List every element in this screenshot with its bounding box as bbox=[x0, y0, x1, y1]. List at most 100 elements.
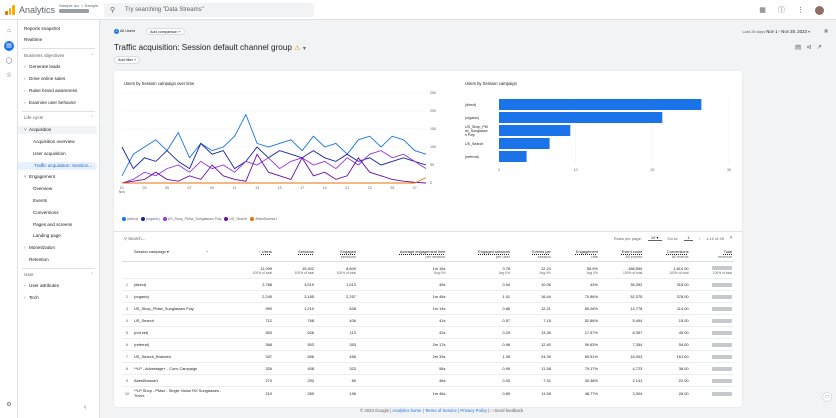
advertising-icon[interactable]: ☉ bbox=[6, 73, 12, 79]
redacted-value bbox=[712, 342, 732, 347]
campaign-name: US_Shop_PMax_Sunglasses Poly bbox=[132, 302, 232, 315]
col-event-count[interactable]: Event count All events bbox=[621, 249, 643, 259]
prev-page-icon[interactable]: ‹ bbox=[698, 235, 700, 241]
col-engaged-sessions[interactable]: Engaged sessions bbox=[340, 249, 356, 259]
col-engaged-sessions-per-user[interactable]: Engaged sessions per user bbox=[478, 249, 511, 259]
col-sessions[interactable]: Sessions bbox=[298, 249, 314, 254]
chat-icon[interactable]: □ bbox=[822, 392, 832, 402]
table-row[interactable]: 6 (referral) 368 503 353 2m 17s 0.96 12.40 59.63… bbox=[122, 338, 734, 351]
col-conversions[interactable]: Conversions All events bbox=[666, 249, 689, 259]
comparison-chip-all-users[interactable]: A All Users bbox=[114, 29, 136, 34]
metric-cell: 0.99 bbox=[447, 362, 513, 375]
metric-cell: 337 bbox=[232, 350, 274, 363]
table-row[interactable]: 2 (organic) 2,245 3,185 2,257 1m 46s 1.01 16.44… bbox=[122, 290, 734, 303]
legend-item[interactable]: (organic) bbox=[140, 217, 160, 221]
col-events-per-session[interactable]: Events per session bbox=[532, 249, 551, 259]
sidebar-item-acquisition-overview[interactable]: Acquisition overview bbox=[33, 139, 75, 144]
insights-icon[interactable]: ↗ bbox=[816, 44, 822, 51]
legend-item[interactable]: US_Search bbox=[224, 217, 247, 221]
x-tick-label: 19 bbox=[323, 186, 327, 190]
sidebar-item-landing-page[interactable]: Landing page bbox=[33, 233, 61, 238]
sidebar-item-overview[interactable]: Overview bbox=[33, 186, 53, 191]
explore-icon[interactable]: ◯ bbox=[5, 58, 13, 64]
home-icon[interactable]: ⌂ bbox=[7, 28, 11, 34]
metric-cell: 1.01 bbox=[447, 290, 513, 303]
sidebar-item-examine-user-behavior[interactable]: › Examine user behavior bbox=[24, 100, 76, 105]
legend-item[interactable]: (direct) bbox=[122, 217, 138, 221]
sidebar-item-monetization[interactable]: › Monetization bbox=[24, 245, 56, 250]
more-vert-icon[interactable]: ⋮ bbox=[797, 7, 804, 14]
send-feedback-link[interactable]: Send feedback bbox=[494, 408, 524, 413]
table-row[interactable]: 10 **LP Shop - PMax - Single Vision RX Su… bbox=[122, 386, 734, 401]
customize-report-icon[interactable]: ▤ bbox=[794, 44, 802, 51]
legend-item[interactable]: AbenBrowse1 bbox=[250, 217, 277, 221]
sidebar-item-realtime[interactable]: Realtime bbox=[24, 37, 43, 42]
metric-cell: 70.86% bbox=[552, 290, 600, 303]
help-icon[interactable]: ⓘ bbox=[778, 7, 785, 14]
search-bar[interactable]: ⚲ Try searching "Data Streams" bbox=[104, 3, 314, 17]
redacted-value bbox=[712, 318, 732, 323]
col-avg-engagement-time[interactable]: Average engagement time per session bbox=[399, 249, 446, 259]
table-row[interactable]: 1 (direct) 2,788 3,519 1,513 45s 0.54 10.06 43% 3… bbox=[122, 278, 734, 291]
x-tick-label: 21 bbox=[345, 186, 349, 190]
avatar[interactable] bbox=[815, 5, 824, 15]
metric-cell bbox=[690, 386, 734, 401]
settings-icon[interactable]: ⚙ bbox=[6, 402, 12, 408]
legend-item[interactable]: US_Shop_PMax_Sunglasses Poly bbox=[162, 217, 221, 221]
reports-icon[interactable]: ▤ bbox=[4, 41, 14, 51]
sidebar-item-raise-brand-awareness[interactable]: › Raise brand awareness bbox=[24, 88, 78, 93]
calendar-icon[interactable]: ▦ bbox=[824, 28, 828, 33]
share-icon[interactable]: ⊲ bbox=[806, 44, 812, 51]
sidebar-item-reports-snapshot[interactable]: Reports snapshot bbox=[24, 26, 61, 31]
next-page-icon[interactable]: › bbox=[730, 235, 732, 241]
sidebar-item-traffic-acquisition[interactable]: Traffic acquisition: Session... bbox=[18, 162, 97, 170]
metric-cell: 22.00 bbox=[644, 374, 691, 387]
metric-cell: 1m 14s bbox=[357, 302, 448, 315]
col-users[interactable]: ↓ Users bbox=[258, 249, 272, 254]
table-row[interactable]: 7 US_Search_Branded 337 656 456 2m 33s 1.35 24.… bbox=[122, 350, 734, 363]
total-cell: 188,590 100% of total bbox=[599, 261, 645, 279]
collapse-sidebar-icon[interactable]: ‹ bbox=[84, 404, 87, 411]
dimension-header[interactable]: Session campaign ▾ + bbox=[134, 249, 209, 254]
sidebar-item-pages-and-screens[interactable]: Pages and screens bbox=[33, 222, 73, 227]
table-row[interactable]: 9 AbenBrowse1 273 293 89 46s 0.33 7.31 30.38% 2,1… bbox=[122, 374, 734, 387]
total-cell: 100% of total bbox=[690, 261, 734, 279]
col-engagement-rate[interactable]: Engagement rate bbox=[575, 249, 598, 259]
analytics-home-link[interactable]: Analytics home bbox=[392, 408, 422, 413]
sidebar-item-engagement[interactable]: ˅ Engagement bbox=[24, 174, 56, 179]
x-tick-label: 23 bbox=[368, 186, 372, 190]
bar-chart: 0 10 20 30 (direct) (organic) US_Shop_PMax_Sun… bbox=[465, 97, 731, 172]
terms-link[interactable]: Terms of Service bbox=[424, 408, 457, 413]
app-title: Analytics bbox=[19, 5, 56, 15]
sidebar-item-acquisition[interactable]: ˅ Acquisition bbox=[18, 126, 97, 134]
sidebar-section-life-cycle[interactable]: Life cycle ˆ bbox=[24, 115, 93, 120]
rows-per-page-select[interactable]: 10 ▾ bbox=[647, 235, 662, 241]
table-row[interactable]: 8 **LP - Advantage+ - Conv Campaign 326 408… bbox=[122, 362, 734, 375]
table-search-input[interactable]: ⚲ Search... bbox=[124, 236, 146, 241]
apps-icon[interactable]: ▦ bbox=[759, 7, 766, 14]
add-filter-button[interactable]: Add filter + bbox=[114, 56, 141, 64]
row-number: 2 bbox=[122, 290, 132, 303]
sidebar-item-tech[interactable]: › Tech bbox=[24, 295, 39, 300]
date-range-picker[interactable]: Last 28 days Nov 1 - Nov 28, 2023 ▾ bbox=[742, 29, 810, 34]
sidebar-section-user[interactable]: User ˆ bbox=[24, 272, 93, 277]
dropdown-arrow-icon: ▾ bbox=[807, 29, 810, 34]
total-cell: 15,402 100% of total bbox=[273, 261, 316, 279]
sidebar-item-events[interactable]: Events bbox=[33, 198, 48, 203]
sidebar-item-conversions[interactable]: Conversions bbox=[33, 210, 59, 215]
table-row[interactable]: 5 (not set) 553 626 113 42s 0.20 13.35 17.57% 8,3… bbox=[122, 326, 734, 339]
sidebar-section-business-objectives[interactable]: Business objectives ˆ bbox=[24, 53, 93, 58]
sidebar-item-generate-leads[interactable]: › Generate leads bbox=[24, 64, 61, 69]
privacy-link[interactable]: Privacy Policy bbox=[460, 408, 488, 413]
add-comparison-button[interactable]: Add comparison + bbox=[146, 28, 185, 35]
table-row[interactable]: 4 US_Search 712 768 406 41s 0.57 7.15 52.86% 5,49… bbox=[122, 314, 734, 327]
account-selector[interactable]: Sample Inc. > Sample bbox=[59, 3, 98, 13]
sidebar-item-user-attributes[interactable]: › User attributes bbox=[24, 283, 59, 288]
sidebar-item-user-acquisition[interactable]: User acquisition bbox=[33, 151, 66, 156]
col-total-revenue[interactable]: Total revenue bbox=[717, 249, 732, 259]
metric-cell: 289 bbox=[273, 386, 316, 401]
table-row[interactable]: 3 US_Shop_PMax_Sunglasses Poly 990 1,210 838… bbox=[122, 302, 734, 315]
sidebar-item-retention[interactable]: Retention bbox=[29, 257, 49, 262]
sidebar-item-drive-online-sales[interactable]: › Drive online sales bbox=[24, 76, 66, 81]
goto-page-input[interactable]: 1 bbox=[684, 235, 693, 241]
